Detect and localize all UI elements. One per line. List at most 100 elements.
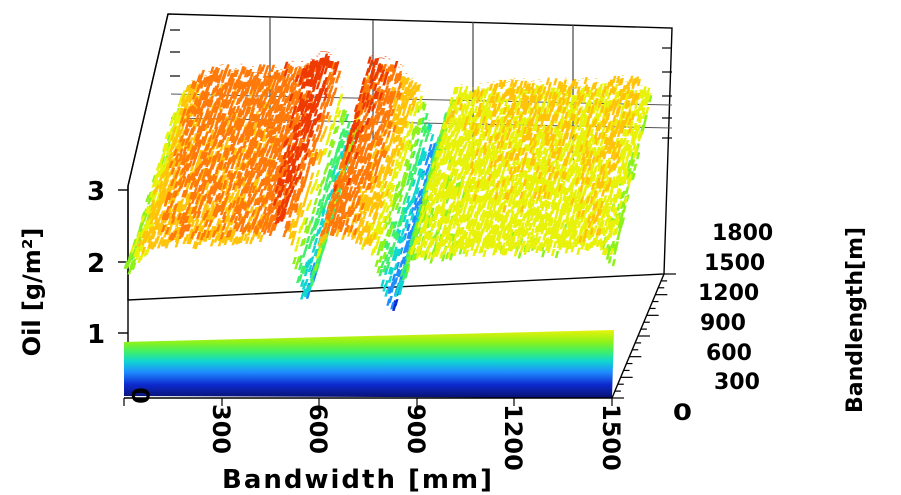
surface-cell (270, 64, 276, 72)
surface-cell (367, 56, 372, 64)
surface-cell (327, 131, 332, 139)
surface-cell (256, 78, 262, 87)
surface-cell (412, 88, 418, 96)
surface-cell (631, 81, 636, 89)
surface-cell (319, 180, 324, 188)
surface-cell (583, 84, 589, 92)
surface-cell (521, 93, 526, 101)
surface-cell (415, 180, 420, 188)
surface-cell (310, 59, 315, 67)
surface-cell (593, 82, 598, 90)
surface-cell (336, 110, 342, 118)
surface-cell (593, 88, 598, 96)
surface-cell (257, 64, 262, 72)
surface-cell (305, 203, 311, 211)
surface-cell (405, 178, 411, 186)
surface-cell (168, 118, 174, 126)
surface-cell (209, 66, 215, 74)
surface-cell (475, 96, 481, 104)
surface-cell (458, 86, 463, 94)
surface-cell (621, 190, 626, 198)
surface-cell (577, 108, 582, 116)
surface-cell (519, 87, 524, 95)
surface-cell (513, 79, 518, 88)
surface-cell (309, 172, 315, 180)
surface-cell (483, 91, 488, 99)
surface-cell (418, 102, 424, 110)
surface-cell (407, 183, 413, 191)
surface-cell (568, 132, 574, 140)
surface-cell (283, 69, 289, 77)
surface-cell (293, 67, 298, 75)
surface-cell (572, 133, 577, 142)
surface-cell (572, 78, 577, 87)
surface-cell (511, 130, 516, 138)
surface-cell (407, 89, 412, 97)
surface-cell (373, 169, 379, 177)
surface-cell (456, 97, 462, 105)
grid-line (127, 13, 169, 187)
surface-cell (551, 91, 557, 99)
surface-cell (274, 69, 279, 78)
z-axis: 3 2 1 Oil [g/m²] (18, 177, 129, 390)
surface-cell (319, 58, 325, 66)
surface-cell (568, 84, 574, 92)
surface-cell (336, 99, 342, 107)
surface-cell (428, 144, 433, 152)
z-tick-label: 3 (87, 177, 105, 207)
surface-cell (626, 86, 631, 94)
surface-cell (646, 87, 651, 95)
surface-cell (542, 86, 547, 94)
surface-cell (618, 96, 624, 104)
surface-cell (580, 94, 585, 102)
surface-cell (301, 199, 307, 208)
surface-cell (471, 98, 477, 106)
surface-cell (292, 83, 298, 91)
surface-cell (401, 108, 407, 116)
surface-cell (226, 69, 232, 77)
surface-cell (625, 154, 630, 162)
surface-cell (325, 55, 331, 64)
surface-cell (334, 76, 340, 84)
surface-cell (397, 82, 403, 90)
surface-cell (363, 80, 368, 88)
surface-cell (303, 193, 309, 201)
surface-cell (342, 110, 348, 118)
surface-cell (239, 66, 245, 74)
surface-cell (635, 92, 640, 100)
surface-cell (624, 186, 630, 194)
surface-cell (522, 80, 528, 88)
surface-cell (429, 134, 435, 142)
surface-cell (200, 69, 205, 78)
surface-cell (422, 103, 427, 111)
surface-cell (464, 93, 469, 101)
surface-cell (565, 151, 571, 159)
surface-cell (619, 77, 624, 85)
surface-cell (603, 98, 608, 106)
surface-cell (203, 79, 209, 88)
surface-cell (428, 149, 433, 157)
surface-cell (283, 61, 289, 69)
surface-cell (519, 80, 524, 88)
surface-cell (178, 107, 184, 116)
surface-cell (287, 77, 292, 85)
surface-cell (294, 74, 300, 83)
surface-cell (325, 138, 330, 146)
surface-cell (515, 86, 520, 94)
surface-cell (502, 92, 507, 100)
surface-cell (289, 66, 295, 74)
surface-cell (593, 165, 598, 173)
surface-cell (600, 189, 606, 197)
surface-cell (492, 88, 498, 96)
surface-cell (329, 77, 334, 85)
surface-cell (215, 75, 220, 83)
surface-cell (553, 78, 558, 86)
surface-cell (234, 69, 240, 77)
surface-cell (612, 75, 617, 83)
surface-cell (408, 80, 414, 88)
surface-cell (317, 188, 323, 196)
surface-cell (514, 173, 519, 182)
surface-cell (401, 83, 406, 91)
surface-cell (576, 92, 581, 100)
